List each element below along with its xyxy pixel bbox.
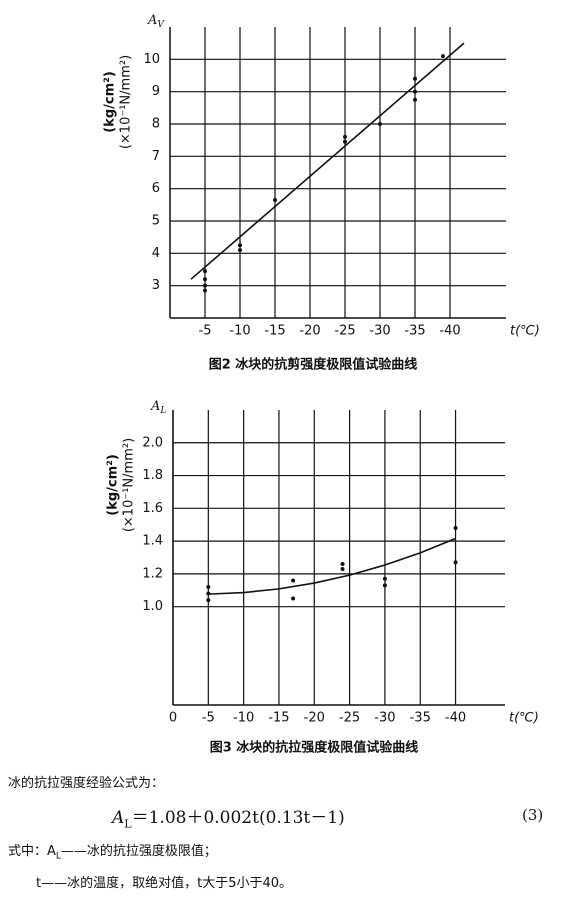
data-point <box>238 248 242 253</box>
y-axis-title-sub: L <box>159 406 166 416</box>
x-tick-label: -20 <box>299 324 320 339</box>
y-tick-label: 1.2 <box>142 566 163 581</box>
data-point <box>343 139 347 144</box>
y-tick-label: 1.8 <box>142 468 163 483</box>
y-axis-title: AV <box>147 13 165 30</box>
data-point <box>206 585 211 589</box>
y-tick-label: 5 <box>152 214 160 229</box>
formula-rest: ＝1.08＋0.002t(0.13t－1) <box>131 808 345 828</box>
data-point <box>343 134 347 139</box>
x-tick-label: -35 <box>410 711 431 726</box>
x-label: t(℃) <box>510 324 540 339</box>
y-axis-title: AL <box>150 399 166 416</box>
data-point <box>441 54 445 59</box>
data-point <box>453 526 458 530</box>
x-tick-label: -30 <box>374 711 395 726</box>
y-axis-title-a: A <box>147 13 157 28</box>
x-tick-label: -15 <box>268 711 289 726</box>
data-point <box>203 269 207 274</box>
x-tick-label: -10 <box>233 711 254 726</box>
data-point <box>206 591 211 596</box>
intro: 冰的抗拉强度经验公式为： <box>8 776 165 791</box>
y-axis-title-sub: V <box>157 20 165 30</box>
y-tick-label: 1.0 <box>142 599 163 614</box>
x-tick-label: -40 <box>439 324 460 339</box>
y-tick-label: 6 <box>152 181 160 196</box>
y-label: (kg/cm²) <box>106 454 121 516</box>
data-point <box>291 596 296 601</box>
y-axis-title-a: A <box>150 399 160 414</box>
y-tick-label: 3 <box>152 278 160 293</box>
where-sub: L <box>55 851 61 862</box>
x-tick-label: -10 <box>229 324 250 339</box>
data-point <box>206 598 211 603</box>
y-tick-label: 7 <box>152 149 160 164</box>
x-tick-label: -20 <box>304 711 325 726</box>
x-tick-label: -25 <box>334 324 355 339</box>
x-tick-label: -25 <box>339 711 360 726</box>
data-point <box>238 243 242 248</box>
data-point <box>453 560 458 565</box>
data-point <box>273 197 277 202</box>
formula-sub: L <box>124 817 132 831</box>
x-label: t(℃) <box>509 711 539 726</box>
data-point <box>340 562 345 567</box>
where-2: t——冰的温度，取绝对值，t大于5小于40。 <box>36 876 293 891</box>
y-tick-label: 2.0 <box>142 435 163 450</box>
data-point <box>382 583 387 588</box>
where-1: 式中：AL——冰的抗拉强度极限值； <box>8 840 217 862</box>
y-tick-label: 4 <box>152 246 160 261</box>
formula-number: (3) <box>522 806 544 824</box>
y-tick-label: 10 <box>143 52 160 67</box>
x-tick-label: -35 <box>404 324 425 339</box>
x-tick-label: -15 <box>264 324 285 339</box>
formula-a: A <box>112 808 125 828</box>
y-label: (×10⁻¹N/mm²) <box>122 438 137 532</box>
fit-line <box>208 537 456 595</box>
data-point <box>291 578 296 583</box>
y-tick-label: 9 <box>152 84 160 99</box>
data-point <box>203 283 207 288</box>
data-point <box>203 288 207 293</box>
y-label: (kg/cm²) <box>103 71 118 133</box>
data-point <box>382 576 387 581</box>
caption: 图2 冰块的抗剪强度极限值试验曲线 <box>209 357 418 373</box>
x-tick-label: -5 <box>199 324 212 339</box>
data-point <box>413 76 417 81</box>
fit-line <box>190 42 465 280</box>
x-tick-label: -5 <box>202 711 215 726</box>
data-point <box>340 566 345 571</box>
data-point <box>378 122 382 126</box>
x-tick-label: -40 <box>445 711 466 726</box>
where-text: 式中：A <box>8 844 56 859</box>
x-tick-label: 0 <box>169 711 177 726</box>
formula: AL＝1.08＋0.002t(0.13t－1) <box>112 803 345 830</box>
caption: 图3 冰块的抗拉强度极限值试验曲线 <box>210 740 419 756</box>
where-text: ——冰的抗拉强度极限值； <box>60 844 217 859</box>
data-point <box>413 97 417 102</box>
y-tick-label: 8 <box>152 117 160 132</box>
y-label: (×10⁻¹N/mm²) <box>119 55 134 149</box>
y-tick-label: 1.6 <box>142 501 163 516</box>
y-tick-label: 1.4 <box>142 534 163 549</box>
x-tick-label: -30 <box>369 324 390 339</box>
data-point <box>413 89 417 94</box>
data-point <box>203 277 207 282</box>
